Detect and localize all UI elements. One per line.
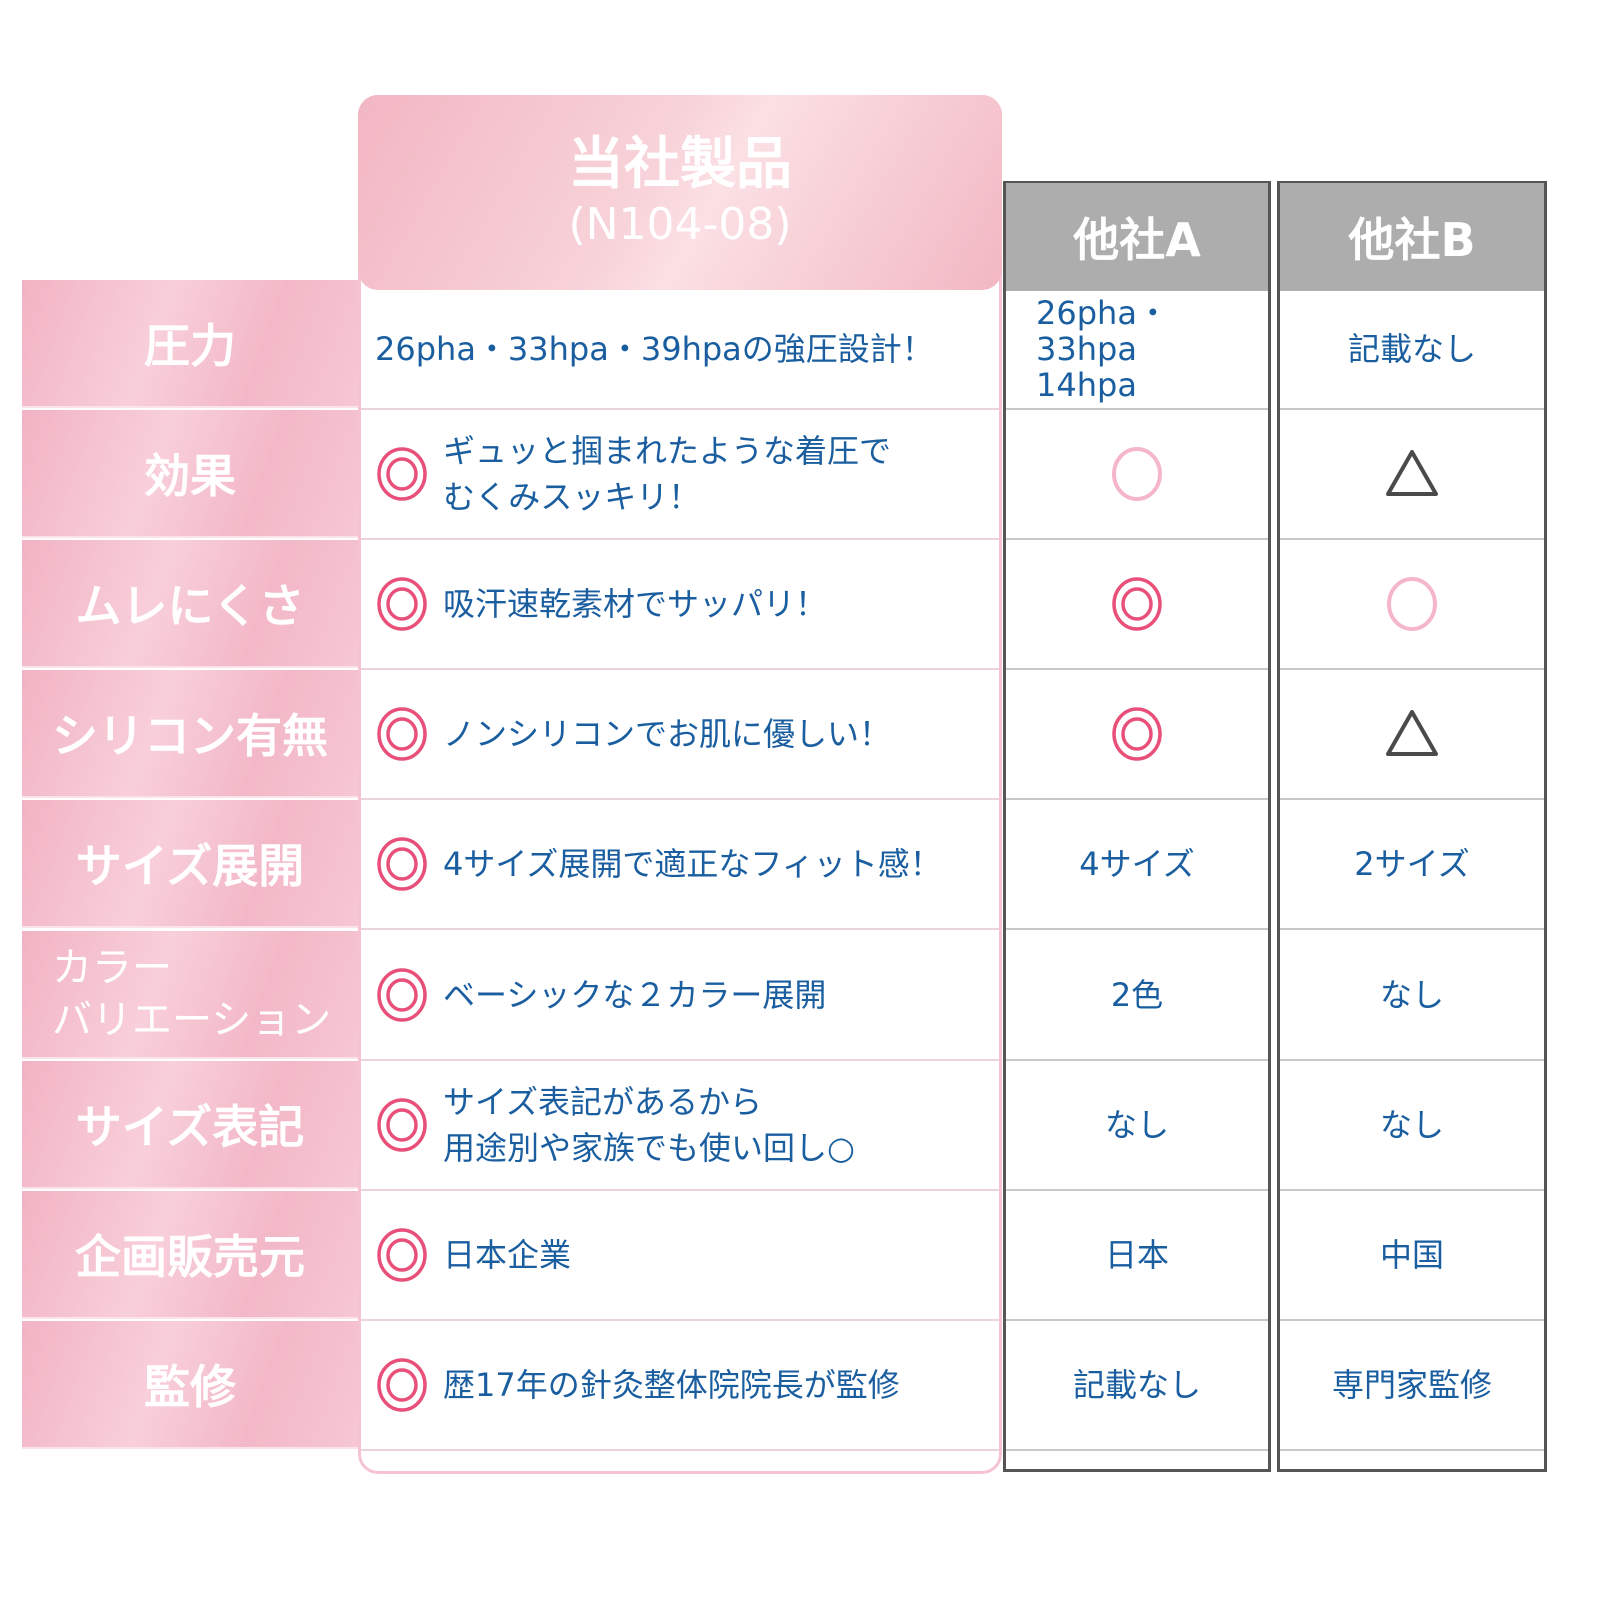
company-b-header: 他社B xyxy=(1280,183,1544,291)
row-label: ムレにくさ xyxy=(22,540,358,669)
cell-text: なし xyxy=(1379,1105,1444,1144)
row-label: シリコン有無 xyxy=(22,670,358,799)
double-circle-icon xyxy=(377,707,427,762)
circle-icon xyxy=(1112,447,1162,502)
cell-text: ギュッと掴まれたような着圧で むくみスッキリ！ xyxy=(443,432,892,517)
double-circle-icon xyxy=(1112,707,1162,762)
company-a-header: 他社A xyxy=(1006,183,1268,291)
our-product-cell: ギュッと掴まれたような着圧で むくみスッキリ！ xyxy=(361,410,999,541)
our-product-header: 当社製品 (N104-08) xyxy=(358,95,1002,290)
row-label: 監修 xyxy=(22,1320,358,1449)
row-label: 効果 xyxy=(22,410,358,539)
cell-text: 歴17年の針灸整体院院長が監修 xyxy=(443,1365,900,1404)
company-b-cell xyxy=(1280,540,1544,671)
double-circle-icon xyxy=(377,447,427,501)
double-circle-icon xyxy=(377,1358,427,1412)
our-product-title: 当社製品 xyxy=(568,131,792,197)
row-label: 企画販売元 xyxy=(22,1190,358,1319)
company-a-column: 他社A xyxy=(1003,181,1271,1472)
company-a-cell: 2色 xyxy=(1006,931,1268,1061)
company-a-cell xyxy=(1006,540,1268,671)
cell-text: 吸汗速乾素材でサッパリ！ xyxy=(443,585,828,624)
triangle-icon xyxy=(1386,710,1438,757)
cell-text: 26pha・33hpa 14hpa xyxy=(1036,294,1169,405)
company-a-cell: 26pha・33hpa 14hpa xyxy=(1006,290,1268,411)
our-product-cell: 日本企業 xyxy=(361,1191,999,1321)
our-product-column xyxy=(358,95,1002,1474)
our-product-cell: 歴17年の針灸整体院院長が監修 xyxy=(361,1321,999,1451)
our-product-cell: 吸汗速乾素材でサッパリ！ xyxy=(361,540,999,671)
our-product-cell: サイズ表記があるから 用途別や家族でも使い回し○ xyxy=(361,1061,999,1191)
cell-text: 日本 xyxy=(1104,1235,1169,1274)
cell-text: 日本企業 xyxy=(443,1235,572,1274)
cell-text: なし xyxy=(1104,1105,1169,1144)
company-a-cell xyxy=(1006,670,1268,801)
cell-text: ノンシリコンでお肌に優しい！ xyxy=(443,715,892,754)
company-a-cell: 記載なし xyxy=(1006,1321,1268,1451)
company-b-cell: 専門家監修 xyxy=(1280,1321,1544,1451)
cell-text: 記載なし xyxy=(1072,1365,1201,1404)
double-circle-icon xyxy=(377,577,427,631)
our-product-cell: ノンシリコンでお肌に優しい！ xyxy=(361,670,999,801)
our-product-cell: 4サイズ展開で適正なフィット感！ xyxy=(361,800,999,931)
double-circle-icon xyxy=(377,967,427,1022)
our-product-cell: 26pha・33hpa・39hpaの強圧設計！ xyxy=(361,290,999,411)
double-circle-icon xyxy=(377,837,427,892)
cell-text: 中国 xyxy=(1379,1235,1444,1274)
cell-text: 専門家監修 xyxy=(1331,1365,1492,1404)
company-a-cell: 4サイズ xyxy=(1006,800,1268,931)
company-b-cell: なし xyxy=(1280,931,1544,1061)
company-b-cell xyxy=(1280,410,1544,541)
row-label: サイズ表記 xyxy=(22,1060,358,1189)
cell-text: 2色 xyxy=(1110,975,1164,1014)
company-b-cell: 記載なし xyxy=(1280,290,1544,411)
row-label: カラー バリエーション xyxy=(22,930,358,1059)
our-product-cell: ベーシックな２カラー展開 xyxy=(361,931,999,1061)
company-b-cell: なし xyxy=(1280,1061,1544,1191)
circle-icon xyxy=(1387,577,1437,632)
cell-text: 4サイズ展開で適正なフィット感！ xyxy=(443,845,942,884)
company-a-cell: なし xyxy=(1006,1061,1268,1191)
company-b-column: 他社B xyxy=(1277,181,1547,1472)
cell-text: 記載なし xyxy=(1347,330,1476,369)
cell-text: 4サイズ xyxy=(1079,845,1195,884)
cell-text: ベーシックな２カラー展開 xyxy=(443,975,827,1014)
row-label: 圧力 xyxy=(22,280,358,408)
double-circle-icon xyxy=(377,1227,427,1282)
triangle-icon xyxy=(1386,450,1438,497)
company-a-cell: 日本 xyxy=(1006,1191,1268,1321)
company-b-cell: 2サイズ xyxy=(1280,800,1544,931)
our-product-model: (N104-08) xyxy=(568,198,792,250)
double-circle-icon xyxy=(377,1097,427,1152)
cell-text: 26pha・33hpa・39hpaの強圧設計！ xyxy=(375,330,934,369)
company-b-cell: 中国 xyxy=(1280,1191,1544,1321)
company-b-cell xyxy=(1280,670,1544,801)
cell-text: 2サイズ xyxy=(1354,845,1470,884)
cell-text: なし xyxy=(1379,975,1444,1014)
double-circle-icon xyxy=(1112,577,1162,631)
cell-text: サイズ表記があるから 用途別や家族でも使い回し○ xyxy=(443,1082,855,1167)
row-label: サイズ展開 xyxy=(22,800,358,929)
company-a-cell xyxy=(1006,410,1268,541)
